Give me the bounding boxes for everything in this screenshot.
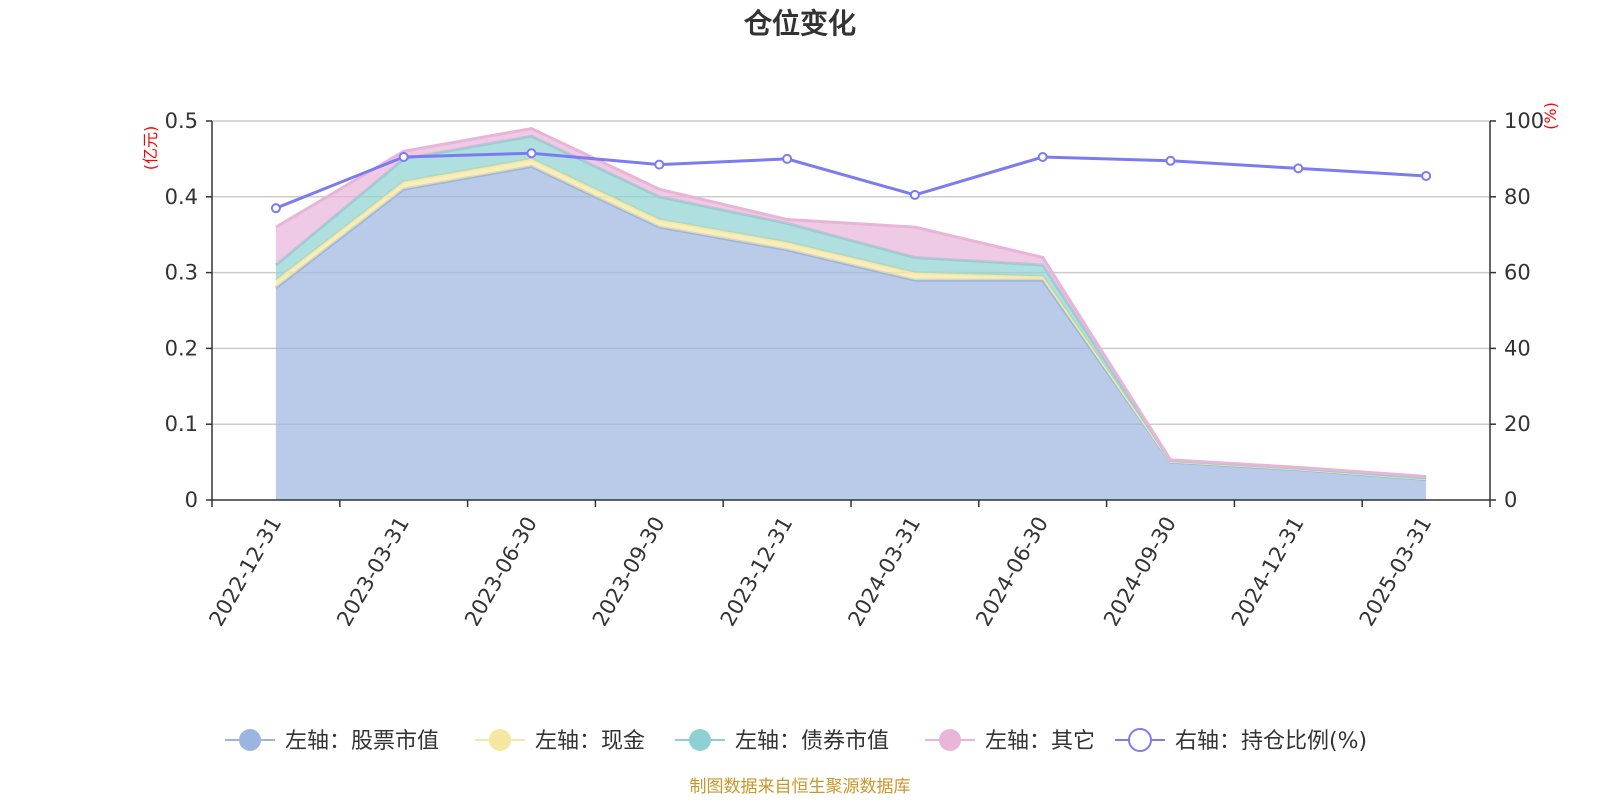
right-axis-tick-label: 60 xyxy=(1504,261,1531,285)
legend-marker xyxy=(1128,728,1152,752)
legend-label: 左轴：现金 xyxy=(535,729,645,754)
right-axis-tick-label: 80 xyxy=(1504,185,1531,209)
ratio-point xyxy=(398,152,409,163)
ratio-point xyxy=(1165,155,1176,166)
x-axis-tick-label: 2023-12-31 xyxy=(716,513,798,631)
legend-item: 左轴：债券市值 xyxy=(675,729,889,754)
x-axis-tick-label: 2023-03-31 xyxy=(332,513,414,631)
ratio-point xyxy=(526,148,537,159)
right-axis-unit: (%) xyxy=(1541,102,1560,130)
legend-marker xyxy=(239,729,261,751)
x-axis-tick-label: 2023-06-30 xyxy=(460,513,542,631)
right-axis-tick-label: 20 xyxy=(1504,412,1531,436)
legend-item: 左轴：其它 xyxy=(925,729,1095,754)
legend-item: 右轴：持仓比例(%) xyxy=(1115,728,1367,754)
ratio-point xyxy=(270,203,281,214)
ratio-point xyxy=(654,159,665,170)
legend-label: 左轴：其它 xyxy=(985,729,1095,754)
legend-marker xyxy=(489,729,511,751)
legend-item: 左轴：股票市值 xyxy=(225,729,439,754)
left-axis-tick-label: 0 xyxy=(185,488,198,512)
ratio-point xyxy=(1421,170,1432,181)
x-axis-tick-label: 2025-03-31 xyxy=(1355,513,1437,631)
legend: 左轴：股票市值 左轴：现金 左轴：债券市值 左轴：其它 右轴：持仓比例(%) xyxy=(225,728,1367,754)
ratio-point xyxy=(909,189,920,200)
right-axis-tick-label: 100 xyxy=(1504,109,1544,133)
x-axis-tick-label: 2022-12-31 xyxy=(204,513,286,631)
left-axis-tick-label: 0.1 xyxy=(165,412,198,436)
ratio-point xyxy=(782,153,793,164)
right-axis-tick-label: 40 xyxy=(1504,336,1531,360)
chart-title: 仓位变化 xyxy=(744,7,856,40)
right-axis-tick-label: 0 xyxy=(1504,488,1517,512)
data-source-note: 制图数据来自恒生聚源数据库 xyxy=(690,777,911,797)
area-series-edge-3 xyxy=(275,127,1427,478)
legend-label: 右轴：持仓比例(%) xyxy=(1175,729,1367,754)
x-axis-tick-label: 2024-09-30 xyxy=(1099,513,1181,631)
x-axis-tick-label: 2024-12-31 xyxy=(1227,513,1309,631)
holding-ratio-line xyxy=(270,148,1432,214)
legend-item: 左轴：现金 xyxy=(475,729,645,754)
legend-label: 左轴：债券市值 xyxy=(735,729,889,754)
left-axis-tick-label: 0.4 xyxy=(165,185,198,209)
x-axis-tick-label: 2024-06-30 xyxy=(971,513,1053,631)
ratio-line-path xyxy=(275,151,1427,210)
left-axis-unit: (亿元) xyxy=(141,126,160,171)
x-axis-tick-label: 2023-09-30 xyxy=(588,513,670,631)
legend-label: 左轴：股票市值 xyxy=(285,729,439,754)
left-axis-tick-label: 0.2 xyxy=(165,336,198,360)
left-axis-tick-label: 0.3 xyxy=(165,261,198,285)
area-series-0 xyxy=(275,166,1427,501)
x-axis-tick-label: 2024-03-31 xyxy=(843,513,925,631)
ratio-point xyxy=(1037,152,1048,163)
legend-marker xyxy=(689,729,711,751)
legend-marker xyxy=(939,729,961,751)
ratio-point xyxy=(1293,163,1304,174)
left-axis-tick-label: 0.5 xyxy=(165,109,198,133)
stacked-areas xyxy=(274,127,1427,501)
